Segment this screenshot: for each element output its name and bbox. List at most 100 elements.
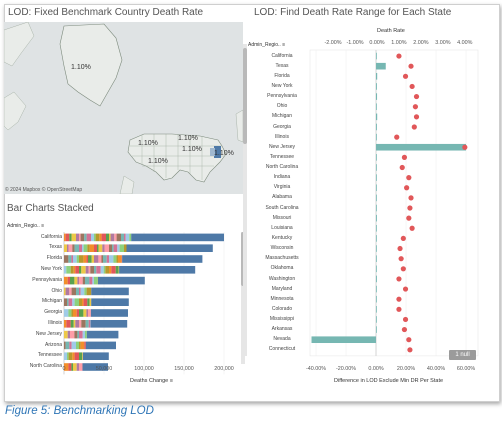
bar-segment[interactable]	[64, 309, 69, 317]
bar-segment[interactable]	[92, 276, 94, 285]
death-rate-dot[interactable]	[404, 185, 410, 191]
bar-segment[interactable]	[87, 298, 90, 306]
bar-row[interactable]	[64, 233, 224, 242]
bar-row[interactable]	[64, 287, 129, 296]
bar-segment[interactable]	[109, 233, 111, 242]
death-rate-dot[interactable]	[412, 104, 419, 110]
bar-segment[interactable]	[94, 255, 99, 263]
death-rate-dot[interactable]	[413, 93, 420, 100]
range-bar[interactable]	[376, 255, 377, 262]
bar-segment[interactable]	[85, 341, 116, 350]
null-badge[interactable]: 1 null	[449, 350, 476, 360]
bar-segment[interactable]	[82, 352, 109, 360]
bar-row[interactable]	[64, 363, 108, 371]
bar-segment[interactable]	[86, 330, 119, 339]
bar-segment[interactable]	[77, 330, 79, 339]
bar-row[interactable]	[64, 298, 129, 306]
range-bar[interactable]	[376, 265, 377, 273]
bar-segment[interactable]	[96, 266, 101, 274]
bar-segment[interactable]	[74, 276, 78, 285]
bar-segment[interactable]	[67, 298, 69, 306]
bar-segment[interactable]	[81, 320, 86, 328]
bar-segment[interactable]	[71, 341, 76, 350]
bar-segment[interactable]	[65, 341, 70, 350]
bar-segment[interactable]	[76, 287, 79, 296]
bar-row[interactable]	[64, 352, 109, 360]
bar-segment[interactable]	[88, 266, 91, 274]
bar-segment[interactable]	[94, 233, 96, 242]
range-bar[interactable]	[376, 245, 377, 252]
death-rate-dot[interactable]	[411, 124, 417, 130]
bar-segment[interactable]	[74, 298, 79, 306]
bar-segment[interactable]	[87, 244, 90, 252]
bar-segment[interactable]	[89, 298, 92, 306]
bar-segment[interactable]	[119, 266, 196, 274]
bar-segment[interactable]	[70, 276, 75, 285]
bar-segment[interactable]	[83, 255, 87, 263]
death-rate-dot[interactable]	[408, 63, 414, 69]
range-bar[interactable]	[376, 194, 377, 202]
bar-segment[interactable]	[64, 287, 66, 296]
bar-segment[interactable]	[91, 287, 129, 296]
range-bar[interactable]	[376, 174, 377, 181]
range-bar[interactable]	[376, 285, 377, 293]
range-bar[interactable]	[376, 52, 377, 60]
bar-segment[interactable]	[89, 276, 93, 285]
death-rate-dot[interactable]	[396, 306, 402, 312]
bar-segment[interactable]	[109, 266, 112, 274]
bar-row[interactable]	[64, 276, 145, 285]
bar-segment[interactable]	[101, 255, 103, 263]
bar-segment[interactable]	[98, 255, 102, 263]
bar-row[interactable]	[64, 255, 203, 263]
bar-segment[interactable]	[83, 298, 88, 306]
bar-segment[interactable]	[74, 352, 79, 360]
death-rate-dot[interactable]	[399, 164, 405, 171]
range-bar[interactable]	[376, 204, 377, 212]
bar-segment[interactable]	[83, 244, 88, 252]
bar-segment[interactable]	[94, 266, 97, 274]
bar-segment[interactable]	[112, 244, 114, 252]
bar-segment[interactable]	[71, 233, 76, 242]
bar-segment[interactable]	[81, 266, 86, 274]
bar-segment[interactable]	[103, 266, 106, 274]
bar-segment[interactable]	[73, 255, 77, 263]
bar-segment[interactable]	[129, 233, 132, 242]
bar-segment[interactable]	[79, 352, 82, 360]
bar-segment[interactable]	[67, 244, 69, 252]
range-scrollbar[interactable]	[243, 44, 247, 356]
bar-segment[interactable]	[69, 341, 72, 350]
bar-segment[interactable]	[76, 255, 79, 263]
bar-segment[interactable]	[88, 255, 92, 263]
bar-segment[interactable]	[97, 276, 145, 285]
bar-segment[interactable]	[106, 233, 109, 242]
bar-segment[interactable]	[90, 266, 94, 274]
bar-segment[interactable]	[79, 266, 82, 274]
bar-segment[interactable]	[79, 309, 84, 317]
bar-segment[interactable]	[88, 309, 91, 317]
bar-segment[interactable]	[82, 298, 84, 306]
bar-segment[interactable]	[109, 255, 114, 263]
bar-segment[interactable]	[64, 298, 67, 306]
range-bar[interactable]	[376, 306, 377, 313]
bar-segment[interactable]	[105, 266, 109, 274]
bar-segment[interactable]	[75, 320, 79, 328]
bar-segment[interactable]	[82, 363, 108, 371]
death-rate-dot[interactable]	[400, 266, 406, 272]
bar-segment[interactable]	[72, 244, 75, 252]
death-rate-dot[interactable]	[409, 225, 415, 231]
bar-segment[interactable]	[73, 309, 77, 317]
bar-segment[interactable]	[104, 244, 109, 252]
bar-segment[interactable]	[101, 233, 106, 242]
death-rate-dot[interactable]	[406, 337, 412, 343]
range-bar[interactable]	[376, 113, 378, 121]
bar-row[interactable]	[64, 320, 128, 328]
bar-segment[interactable]	[79, 233, 81, 242]
range-bar[interactable]	[376, 103, 377, 111]
death-rate-dot[interactable]	[396, 296, 402, 302]
bar-segment[interactable]	[79, 341, 81, 350]
range-bar[interactable]	[376, 93, 378, 100]
bar-segment[interactable]	[68, 244, 73, 252]
bar-segment[interactable]	[68, 309, 72, 317]
bar-segment[interactable]	[76, 233, 79, 242]
bar-segment[interactable]	[64, 341, 66, 350]
